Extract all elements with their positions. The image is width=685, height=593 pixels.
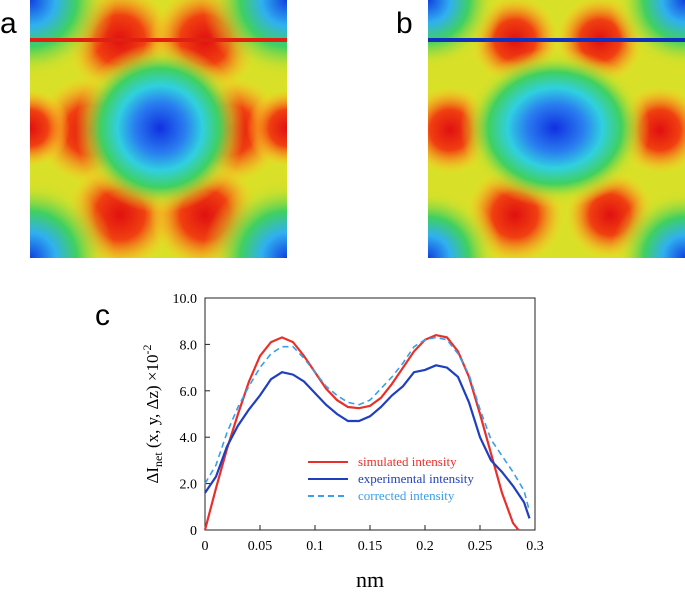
x-tick-label: 0.1 (306, 539, 324, 554)
line-series (203, 333, 520, 531)
y-tick-label: 10.0 (173, 292, 198, 307)
line-series (204, 336, 531, 512)
x-tick-label: 0.15 (358, 539, 383, 554)
x-tick-label: 0 (202, 539, 209, 554)
y-tick-label: 6.0 (180, 385, 198, 400)
y-label-main: ΔI (143, 467, 162, 484)
y-label-sub: net (151, 452, 165, 467)
heatmap-a (30, 0, 287, 258)
x-tick-label: 0.2 (416, 539, 434, 554)
panel-label: a (0, 7, 17, 40)
line-series (204, 364, 531, 519)
y-tick-label: 2.0 (180, 478, 198, 493)
y-tick-label: 8.0 (180, 338, 198, 353)
y-tick-label: 4.0 (180, 431, 198, 446)
panel-label: b (396, 7, 413, 40)
legend-label: simulated intensity (358, 454, 457, 469)
y-label-sup: -2 (140, 344, 154, 354)
panel-label: c (95, 299, 110, 332)
y-tick-label: 0 (190, 524, 197, 539)
legend-label: experimental intensity (358, 471, 474, 486)
legend-label: corrected intensity (358, 488, 455, 503)
y-axis-label: ΔInet (x, y, Δz) ×10-2 (140, 344, 165, 483)
heatmap-b (428, 0, 685, 258)
y-label-rest: (x, y, Δz) ×10 (143, 354, 162, 452)
x-axis-label: nm (356, 567, 384, 592)
x-tick-label: 0.3 (526, 539, 544, 554)
x-tick-label: 0.25 (468, 539, 493, 554)
x-tick-label: 0.05 (248, 539, 273, 554)
